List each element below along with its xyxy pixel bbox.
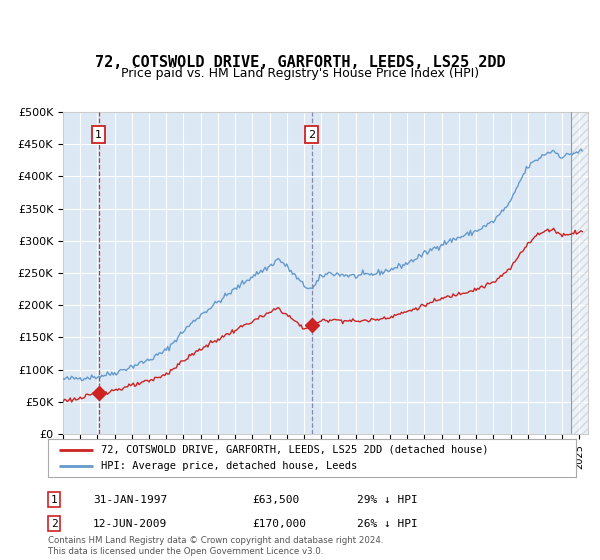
Text: Contains HM Land Registry data © Crown copyright and database right 2024.
This d: Contains HM Land Registry data © Crown c… <box>48 536 383 556</box>
Text: 2: 2 <box>308 129 315 139</box>
Bar <box>571 112 600 434</box>
Text: HPI: Average price, detached house, Leeds: HPI: Average price, detached house, Leed… <box>101 461 357 472</box>
Text: 2: 2 <box>50 519 58 529</box>
Text: Price paid vs. HM Land Registry's House Price Index (HPI): Price paid vs. HM Land Registry's House … <box>121 67 479 81</box>
Text: £63,500: £63,500 <box>252 494 299 505</box>
Text: £170,000: £170,000 <box>252 519 306 529</box>
Text: 72, COTSWOLD DRIVE, GARFORTH, LEEDS, LS25 2DD (detached house): 72, COTSWOLD DRIVE, GARFORTH, LEEDS, LS2… <box>101 445 488 455</box>
Text: 72, COTSWOLD DRIVE, GARFORTH, LEEDS, LS25 2DD: 72, COTSWOLD DRIVE, GARFORTH, LEEDS, LS2… <box>95 55 505 70</box>
Text: 31-JAN-1997: 31-JAN-1997 <box>93 494 167 505</box>
Text: 12-JUN-2009: 12-JUN-2009 <box>93 519 167 529</box>
Text: 26% ↓ HPI: 26% ↓ HPI <box>357 519 418 529</box>
Text: 1: 1 <box>95 129 103 139</box>
Text: 1: 1 <box>50 494 58 505</box>
Text: 29% ↓ HPI: 29% ↓ HPI <box>357 494 418 505</box>
